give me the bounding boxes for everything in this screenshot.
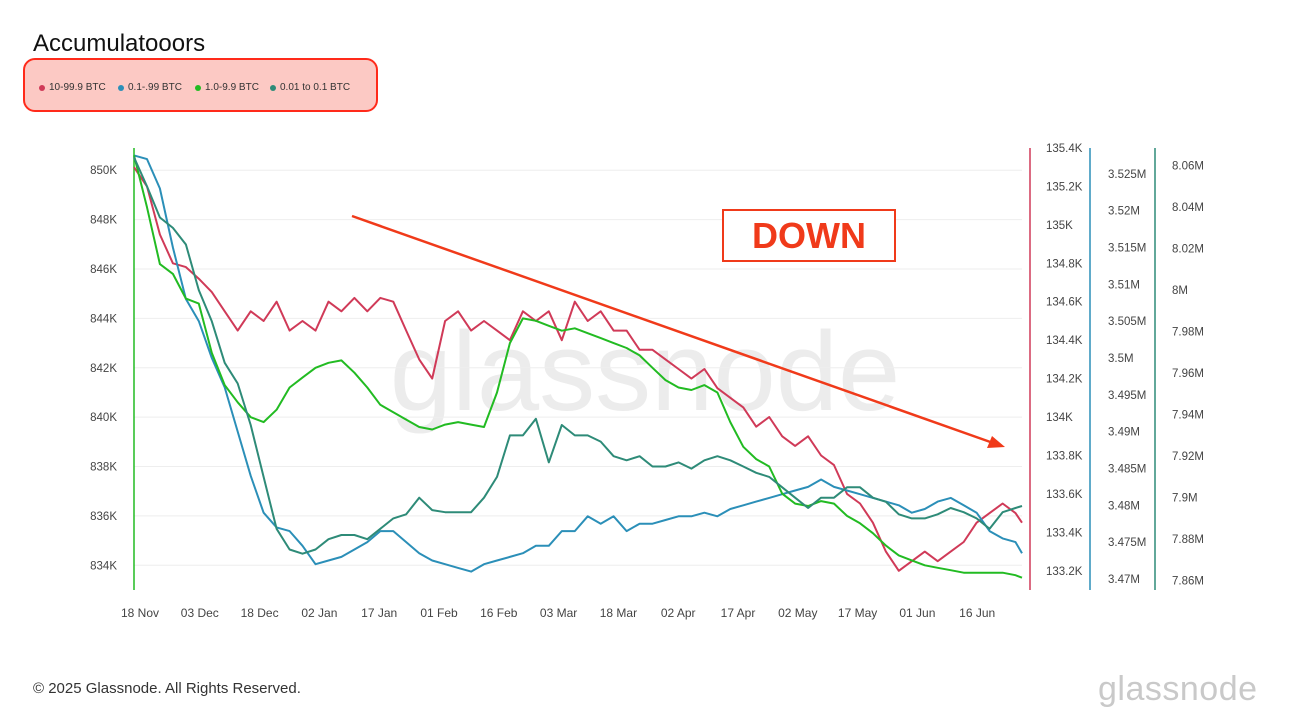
y-tick-label-right2: 3.5M bbox=[1108, 353, 1134, 365]
legend-dot bbox=[195, 84, 201, 91]
series-lines bbox=[133, 154, 1023, 579]
y-tick-label-right1: 133.4K bbox=[1046, 527, 1083, 539]
copyright: © 2025 Glassnode. All Rights Reserved. bbox=[33, 680, 301, 697]
x-tick-label: 02 Jan bbox=[301, 606, 337, 620]
y-tick-label-right1: 133.8K bbox=[1046, 450, 1083, 462]
legend-label: 10-99.9 BTC bbox=[49, 82, 106, 93]
y-tick-label-right3: 8M bbox=[1172, 285, 1188, 297]
y-tick-label-right3: 7.98M bbox=[1172, 327, 1204, 339]
y-tick-label-right2: 3.495M bbox=[1108, 390, 1146, 402]
down-label: DOWN bbox=[752, 215, 866, 256]
y-tick-label-right3: 8.04M bbox=[1172, 202, 1204, 214]
gridlines bbox=[134, 169, 1022, 566]
y-tick-label-right2: 3.51M bbox=[1108, 279, 1140, 291]
y-tick-label-right1: 134.6K bbox=[1046, 297, 1083, 309]
arrowhead-icon bbox=[987, 436, 1005, 448]
x-tick-label: 17 Jan bbox=[361, 606, 397, 620]
x-tick-label: 03 Dec bbox=[181, 606, 219, 620]
y-tick-label-left: 844K bbox=[90, 313, 117, 325]
x-tick-label: 01 Feb bbox=[420, 606, 458, 620]
y-tick-label-left: 840K bbox=[90, 412, 117, 424]
x-tick-label: 18 Nov bbox=[121, 606, 159, 620]
x-tick-label: 16 Jun bbox=[959, 606, 995, 620]
x-tick-label: 02 May bbox=[778, 606, 817, 620]
down-trend-arrow bbox=[351, 214, 997, 446]
y-tick-label-left: 834K bbox=[90, 560, 117, 572]
legend-label: 0.1-.99 BTC bbox=[128, 82, 182, 93]
y-tick-label-left: 850K bbox=[90, 165, 117, 177]
y-tick-label-right3: 7.86M bbox=[1172, 576, 1204, 588]
legend-item-0-1[interactable]: 0.1-.99 BTC bbox=[118, 82, 182, 93]
y-tick-label-right2: 3.49M bbox=[1108, 427, 1140, 439]
y-tick-label-right1: 134.2K bbox=[1046, 374, 1083, 386]
axes: 834K 836K 838K 840K 842K 844K 846K 848K 850K 133.… bbox=[90, 143, 1204, 620]
y-tick-label-right2: 3.52M bbox=[1108, 206, 1140, 218]
annotation-layer: DOWN bbox=[351, 209, 1005, 448]
y-tick-label-right3: 8.06M bbox=[1172, 161, 1204, 173]
y-tick-label-right1: 134.4K bbox=[1046, 335, 1083, 347]
legend-item-0-01[interactable]: 0.01 to 0.1 BTC bbox=[270, 82, 350, 93]
x-tick-label: 18 Mar bbox=[600, 606, 637, 620]
y-tick-label-right1: 135K bbox=[1046, 220, 1073, 232]
series-line-2 bbox=[133, 155, 1023, 579]
legend-item-10-99[interactable]: 10-99.9 BTC bbox=[39, 82, 106, 93]
x-tick-label: 17 May bbox=[838, 606, 877, 620]
watermark: glassnode bbox=[390, 309, 901, 434]
x-tick-label: 02 Apr bbox=[661, 606, 696, 620]
y-tick-label-right2: 3.475M bbox=[1108, 537, 1146, 549]
y-tick-label-left: 848K bbox=[90, 215, 117, 227]
x-tick-label: 18 Dec bbox=[241, 606, 279, 620]
y-tick-label-right3: 7.9M bbox=[1172, 493, 1198, 505]
series-line-3 bbox=[133, 156, 1023, 555]
y-tick-label-right2: 3.47M bbox=[1108, 574, 1140, 586]
series-line-0 bbox=[133, 166, 1023, 572]
y-tick-label-left: 846K bbox=[90, 264, 117, 276]
chart-title: Accumulatooors bbox=[33, 30, 206, 57]
legend-dot bbox=[270, 84, 276, 91]
y-tick-label-right2: 3.525M bbox=[1108, 169, 1146, 181]
legend-dot bbox=[118, 84, 124, 91]
legend-item-1-9[interactable]: 1.0-9.9 BTC bbox=[195, 82, 259, 93]
y-tick-label-right2: 3.505M bbox=[1108, 316, 1146, 328]
legend: 10-99.9 BTC 0.1-.99 BTC 1.0-9.9 BTC 0.01… bbox=[23, 58, 378, 112]
x-tick-label: 03 Mar bbox=[540, 606, 577, 620]
y-tick-label-left: 838K bbox=[90, 462, 117, 474]
y-tick-label-left: 842K bbox=[90, 363, 117, 375]
y-tick-label-right2: 3.485M bbox=[1108, 463, 1146, 475]
y-tick-label-right3: 8.02M bbox=[1172, 244, 1204, 256]
y-tick-label-right2: 3.48M bbox=[1108, 500, 1140, 512]
brand-logo: glassnode bbox=[1098, 670, 1258, 708]
legend-label: 1.0-9.9 BTC bbox=[205, 82, 259, 93]
y-tick-label-right1: 133.2K bbox=[1046, 566, 1083, 578]
x-tick-label: 17 Apr bbox=[721, 606, 756, 620]
y-tick-label-right2: 3.515M bbox=[1108, 242, 1146, 254]
y-tick-label-right1: 135.2K bbox=[1046, 181, 1083, 193]
y-tick-label-right3: 7.94M bbox=[1172, 410, 1204, 422]
y-tick-label-right3: 7.96M bbox=[1172, 368, 1204, 380]
x-tick-label: 01 Jun bbox=[899, 606, 935, 620]
x-tick-label: 16 Feb bbox=[480, 606, 518, 620]
y-tick-label-left: 836K bbox=[90, 511, 117, 523]
y-tick-label-right3: 7.92M bbox=[1172, 451, 1204, 463]
legend-dot bbox=[39, 84, 45, 91]
y-tick-label-right1: 134K bbox=[1046, 412, 1073, 424]
y-tick-label-right1: 135.4K bbox=[1046, 143, 1083, 155]
y-tick-label-right1: 133.6K bbox=[1046, 489, 1083, 501]
y-tick-label-right1: 134.8K bbox=[1046, 258, 1083, 270]
down-label-box bbox=[722, 209, 896, 262]
legend-label: 0.01 to 0.1 BTC bbox=[280, 82, 351, 93]
y-tick-label-right3: 7.88M bbox=[1172, 534, 1204, 546]
